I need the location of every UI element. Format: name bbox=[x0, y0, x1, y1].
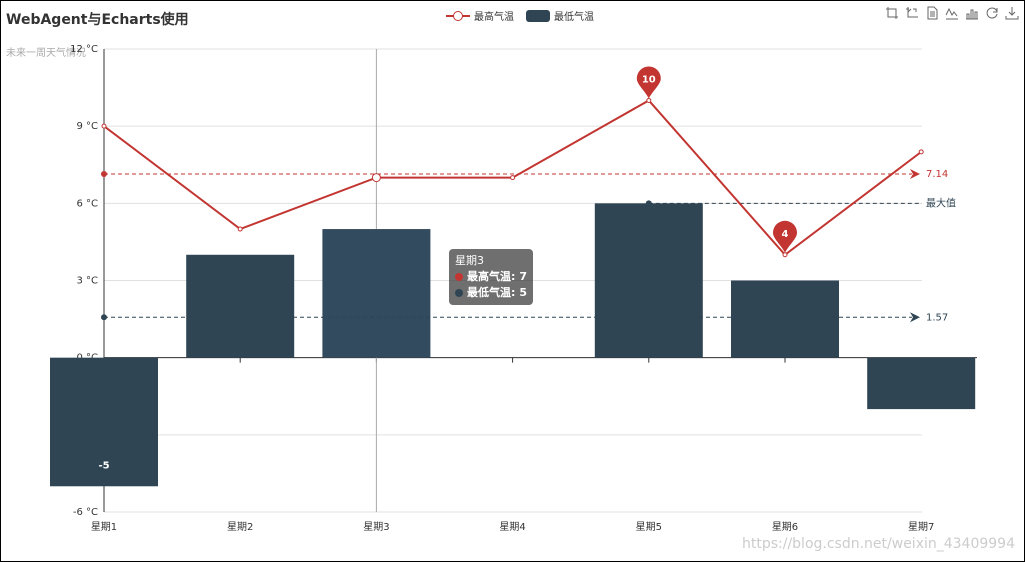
x-tick-label: 星期1 bbox=[91, 521, 117, 533]
toolbox bbox=[885, 6, 1019, 20]
chart-title: WebAgent与Echarts使用 bbox=[6, 12, 189, 28]
legend-item-low[interactable]: 最低气温 bbox=[526, 8, 594, 23]
tooltip-title: 星期3 bbox=[455, 254, 484, 267]
zoom-icon[interactable] bbox=[885, 6, 899, 20]
legend-label-high: 最高气温 bbox=[474, 12, 514, 23]
mark-line-average-high-arrow bbox=[910, 169, 920, 180]
mark-point-pin bbox=[773, 220, 797, 253]
bar-data-label: -5 bbox=[98, 460, 109, 471]
line-chart-icon[interactable] bbox=[945, 6, 959, 20]
x-tick-label: 星期6 bbox=[772, 521, 798, 533]
tooltip-dot-high bbox=[455, 273, 463, 281]
mark-point-label: 10 bbox=[642, 74, 656, 85]
legend-swatch-low bbox=[526, 9, 550, 22]
data-view-icon[interactable] bbox=[925, 6, 939, 20]
mark-point-label: 4 bbox=[782, 229, 789, 240]
bar-low bbox=[594, 203, 703, 358]
x-tick-label: 星期7 bbox=[908, 521, 934, 533]
restore-icon[interactable] bbox=[985, 6, 999, 20]
tooltip-dot-low bbox=[455, 289, 463, 297]
point-high bbox=[237, 226, 243, 232]
save-image-icon[interactable] bbox=[1005, 6, 1019, 20]
mark-line-start-high bbox=[101, 171, 107, 178]
point-high bbox=[782, 252, 788, 258]
mark-line-max-low-start bbox=[645, 200, 652, 207]
y-tick-label: -6 °C bbox=[73, 507, 98, 518]
x-tick-label: 星期2 bbox=[227, 521, 253, 533]
watermark: https://blog.csdn.net/weixin_43409994 bbox=[741, 536, 1015, 552]
chart-subtitle: 未来一周天气情况 bbox=[6, 48, 86, 59]
mark-line-start-low bbox=[101, 314, 107, 321]
point-high bbox=[510, 175, 516, 181]
tooltip-value-high: 7 bbox=[519, 270, 528, 283]
x-tick-label: 星期5 bbox=[636, 521, 662, 533]
x-tick-label: 星期3 bbox=[363, 521, 389, 533]
y-tick-label: 12 °C bbox=[70, 44, 98, 55]
mark-line-average-high-label: 7.14 bbox=[926, 169, 948, 180]
tooltip-value-low: 5 bbox=[519, 286, 528, 299]
mark-line-max-low-label: 最大值 bbox=[926, 196, 956, 209]
y-tick-label: 9 °C bbox=[76, 121, 98, 132]
bar-low bbox=[50, 357, 158, 487]
mark-point-pin bbox=[636, 66, 661, 99]
tooltip: 星期3 最高气温: 7 最低气温: 5 bbox=[449, 249, 534, 305]
bar-chart-icon[interactable] bbox=[965, 6, 979, 20]
y-tick-label: 6 °C bbox=[76, 198, 98, 209]
bar-low bbox=[867, 357, 976, 410]
legend-label-low: 最低气温 bbox=[554, 12, 594, 23]
point-high bbox=[371, 173, 381, 183]
tooltip-row-low: 最低气温: 5 bbox=[455, 285, 527, 301]
legend: 最高气温 最低气温 bbox=[446, 8, 594, 23]
point-high bbox=[101, 123, 107, 129]
legend-swatch-high bbox=[446, 9, 470, 22]
mark-line-average-low-arrow bbox=[910, 312, 920, 323]
point-high bbox=[646, 97, 652, 103]
bar-low bbox=[186, 254, 295, 358]
tooltip-label-low: 最低气温: bbox=[467, 286, 516, 299]
mark-line-average-low-label: 1.57 bbox=[926, 312, 948, 323]
tooltip-row-high: 最高气温: 7 bbox=[455, 269, 527, 285]
bar-low bbox=[322, 229, 431, 358]
y-tick-label: 3 °C bbox=[76, 276, 98, 287]
point-high bbox=[918, 149, 924, 155]
zoom-reset-icon[interactable] bbox=[905, 6, 919, 20]
legend-item-high[interactable]: 最高气温 bbox=[446, 8, 514, 23]
tooltip-label-high: 最高气温: bbox=[467, 270, 516, 283]
bar-low bbox=[731, 280, 839, 358]
x-tick-label: 星期4 bbox=[499, 521, 525, 533]
